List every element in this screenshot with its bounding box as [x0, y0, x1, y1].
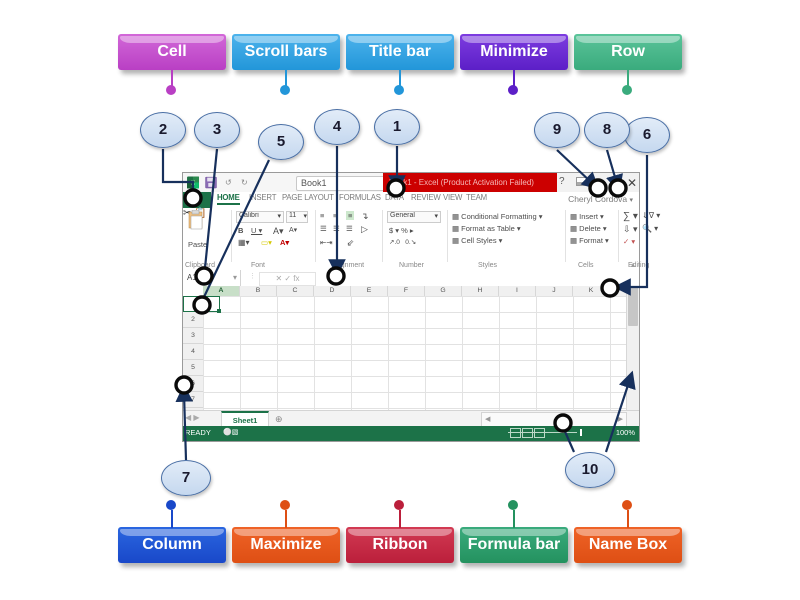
- svg-text:X: X: [191, 181, 195, 187]
